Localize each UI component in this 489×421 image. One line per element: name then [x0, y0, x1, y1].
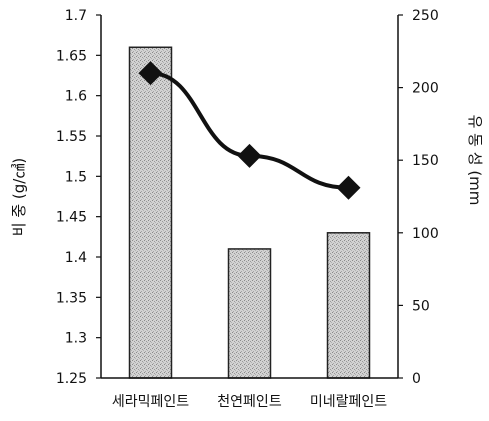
- left-tick-label: 1.35: [56, 290, 87, 306]
- left-tick-label: 1.65: [56, 48, 87, 64]
- line-point-1: [237, 143, 262, 168]
- left-tick-label: 1.7: [65, 8, 87, 24]
- right-tick-label: 0: [412, 371, 421, 387]
- category-label: 천연페인트: [217, 394, 282, 410]
- category-label: 미네랄페인트: [310, 394, 387, 410]
- line-series: [138, 61, 361, 200]
- category-label: 세라믹페인트: [112, 394, 189, 410]
- right-tick-label: 50: [412, 298, 430, 314]
- bar-1: [227, 248, 272, 379]
- left-ticks: 1.25 1.3 1.35 1.4 1.45 1.5 1.55 1.6 1.65 1.7: [56, 8, 101, 387]
- left-tick-label: 1.4: [65, 250, 87, 266]
- series-line: [148, 71, 351, 190]
- left-tick-label: 1.3: [65, 331, 87, 347]
- right-tick-label: 250: [412, 8, 439, 24]
- bar-0: [128, 46, 173, 379]
- bars: [128, 46, 371, 379]
- left-tick-label: 1.55: [56, 129, 87, 145]
- category-labels: 세라믹페인트 천연페인트 미네랄페인트: [112, 394, 387, 410]
- line-point-0: [138, 61, 163, 86]
- y-axis-label-right: 유 동 성 (mm: [466, 115, 484, 206]
- right-tick-label: 150: [412, 153, 439, 169]
- right-ticks: 0 50 100 150 200 250: [398, 8, 439, 387]
- right-tick-label: 200: [412, 81, 439, 97]
- left-tick-label: 1.45: [56, 210, 87, 226]
- left-tick-label: 1.6: [65, 89, 87, 105]
- line-point-2: [336, 175, 361, 200]
- left-tick-label: 1.25: [56, 371, 87, 387]
- right-tick-label: 100: [412, 226, 439, 242]
- y-axis-label-left: 비 중 (g/㎤): [10, 158, 28, 236]
- left-tick-label: 1.5: [65, 169, 87, 185]
- bar-2: [326, 232, 371, 379]
